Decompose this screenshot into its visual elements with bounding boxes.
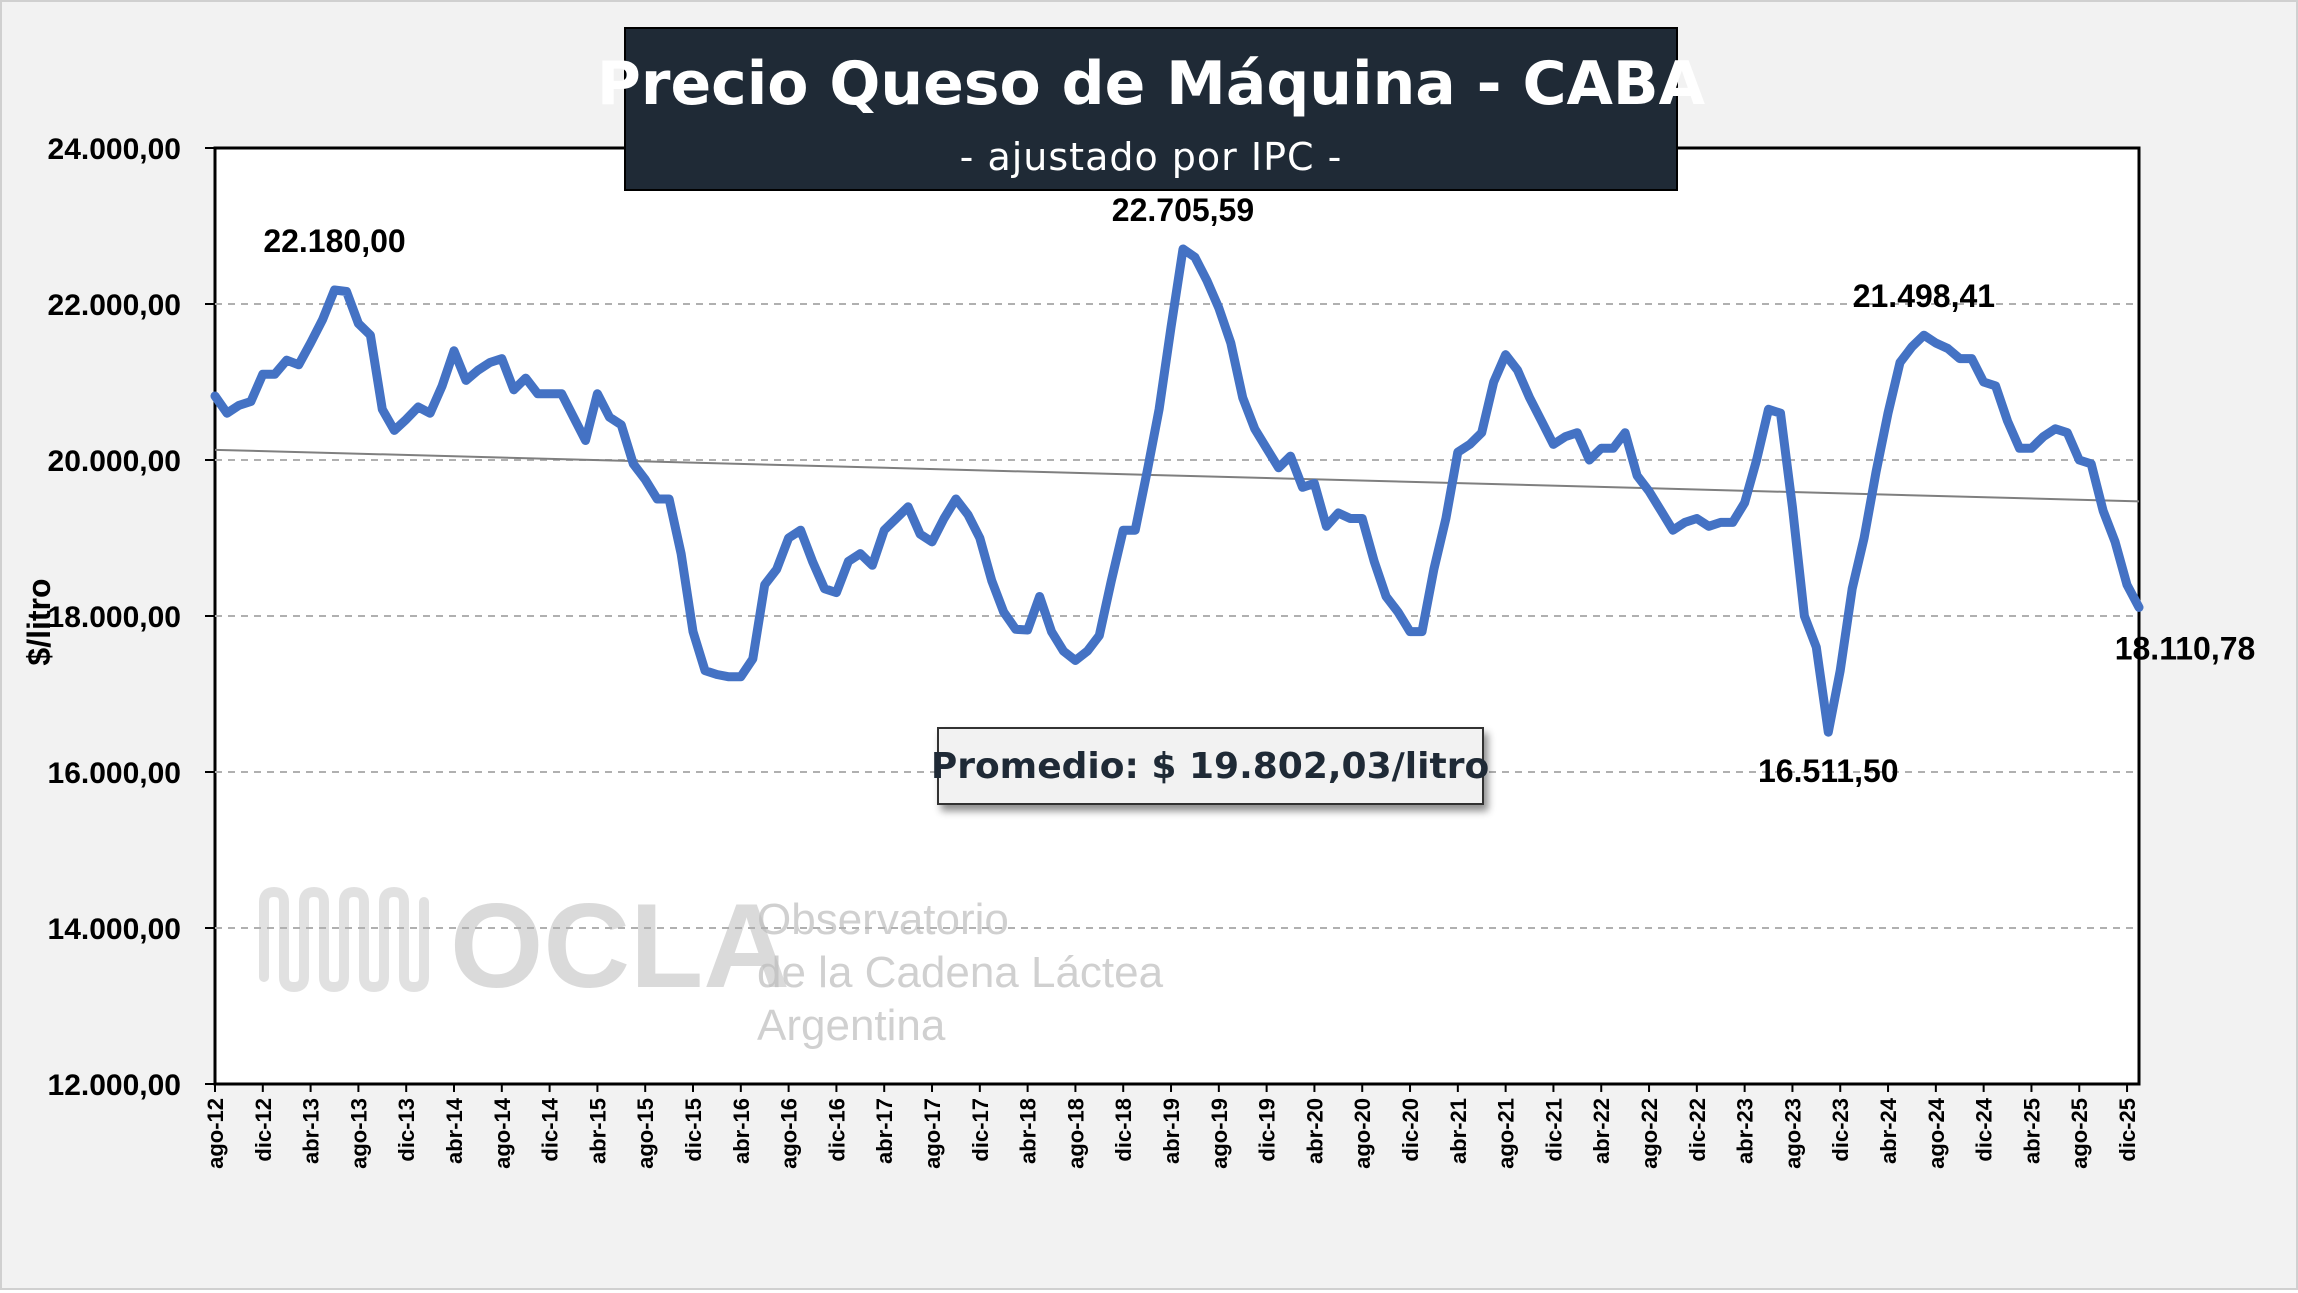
x-tick-label: ago-19: [1207, 1098, 1232, 1169]
x-tick-label: ago-17: [920, 1098, 945, 1169]
title-box: Precio Queso de Máquina - CABA - ajustad…: [597, 27, 1706, 191]
x-tick-label: abr-14: [442, 1097, 467, 1164]
x-tick-label: abr-20: [1302, 1098, 1327, 1164]
x-tick-label: dic-14: [538, 1097, 563, 1161]
x-tick-label: abr-13: [299, 1098, 324, 1164]
trend-line: [214, 448, 2140, 503]
data-label: 16.511,50: [1758, 753, 1899, 789]
x-tick-label: abr-19: [1159, 1098, 1184, 1164]
x-tick-label: ago-25: [2067, 1098, 2092, 1169]
average-label: Promedio: $ 19.802,03/litro: [931, 746, 1489, 787]
x-tick-label: dic-15: [681, 1098, 706, 1162]
chart-subtitle: - ajustado por IPC -: [960, 135, 1343, 179]
x-tick-label: ago-15: [633, 1098, 658, 1169]
x-tick-label: dic-16: [824, 1098, 849, 1162]
x-tick-label: abr-25: [2019, 1098, 2044, 1164]
x-tick-label: abr-15: [585, 1098, 610, 1164]
x-tick-label: dic-18: [1111, 1098, 1136, 1162]
x-tick-label: ago-20: [1350, 1098, 1375, 1169]
x-tick-label: ago-21: [1494, 1098, 1519, 1169]
ocla-logo-icon: [259, 886, 429, 993]
x-tick-label: abr-22: [1589, 1098, 1614, 1164]
x-tick-label: dic-17: [968, 1098, 993, 1162]
data-label: 22.180,00: [263, 223, 405, 259]
watermark-logo-text: OCLA: [450, 879, 790, 1013]
y-tick-label: 24.000,00: [48, 133, 181, 166]
x-tick-label: ago-12: [203, 1098, 228, 1169]
x-tick-label: abr-17: [872, 1098, 897, 1164]
x-tick-label: dic-25: [2115, 1098, 2140, 1162]
x-tick-label: ago-14: [490, 1097, 515, 1169]
average-box: Promedio: $ 19.802,03/litro: [931, 727, 1489, 805]
watermark-line-1: Observatorio: [757, 895, 1009, 944]
x-tick-label: dic-20: [1398, 1098, 1423, 1162]
y-tick-label: 16.000,00: [48, 757, 181, 790]
y-tick-label: 18.000,00: [48, 601, 181, 634]
x-tick-label: ago-22: [1637, 1098, 1662, 1169]
data-label: 22.705,59: [1112, 192, 1254, 228]
x-tick-label: ago-13: [346, 1098, 371, 1169]
watermark-line-3: Argentina: [757, 1001, 946, 1050]
watermark-line-2: de la Cadena Láctea: [757, 948, 1164, 997]
chart-title: Precio Queso de Máquina - CABA: [597, 49, 1706, 119]
x-tick-label: ago-24: [1924, 1097, 1949, 1169]
data-label: 21.498,41: [1853, 278, 1995, 314]
x-tick-label: ago-23: [1780, 1098, 1805, 1169]
x-tick-label: dic-24: [1972, 1097, 1997, 1161]
y-tick-label: 14.000,00: [48, 913, 181, 946]
x-tick-label: dic-19: [1255, 1098, 1280, 1162]
y-axis-ticks: 12.000,00 14.000,00 16.000,00 18.000,00 20.0…: [48, 133, 215, 1102]
x-tick-label: dic-21: [1541, 1098, 1566, 1162]
x-tick-label: ago-16: [777, 1098, 802, 1169]
x-axis-ticks: ago-12 dic-12 abr-13 ago-13 dic-13 abr-14 ago-…: [203, 1084, 2140, 1169]
y-tick-label: 22.000,00: [48, 289, 181, 322]
x-tick-label: abr-24: [1876, 1097, 1901, 1164]
x-tick-label: dic-12: [251, 1098, 276, 1162]
x-tick-label: dic-22: [1685, 1098, 1710, 1162]
x-tick-label: abr-21: [1446, 1098, 1471, 1164]
ocla-watermark: OCLA Observatorio de la Cadena Láctea Ar…: [259, 879, 1164, 1050]
x-tick-label: abr-23: [1733, 1098, 1758, 1164]
annotations: 22.180,00 22.705,59 16.511,50 21.498,41 18.1…: [263, 192, 2255, 789]
x-tick-label: ago-18: [1063, 1098, 1088, 1169]
x-tick-label: abr-18: [1016, 1098, 1041, 1164]
series-line: [210, 244, 2144, 737]
y-tick-label: 20.000,00: [48, 445, 181, 478]
x-tick-label: dic-13: [394, 1098, 419, 1162]
x-tick-label: dic-23: [1828, 1098, 1853, 1162]
data-label: 18.110,78: [2115, 630, 2256, 666]
y-tick-label: 12.000,00: [48, 1069, 181, 1102]
x-tick-label: abr-16: [729, 1098, 754, 1164]
y-axis-label: $/litro: [21, 578, 57, 665]
